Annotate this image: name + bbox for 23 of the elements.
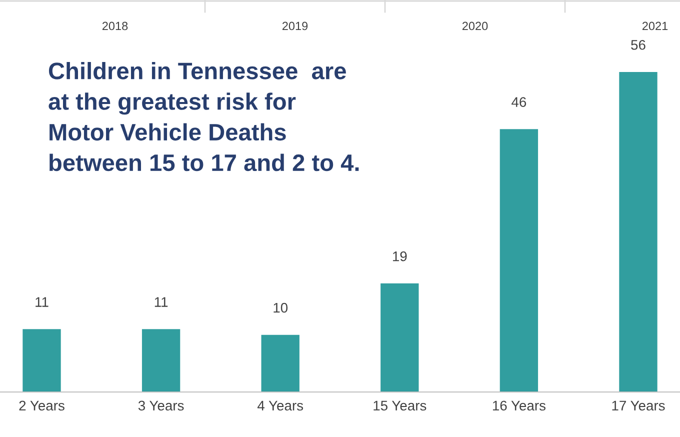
data-label: 11 (154, 297, 168, 307)
bar (500, 129, 538, 392)
data-label: 10 (274, 302, 288, 313)
data-label: 56 (631, 40, 646, 50)
x-tick-label: 2 Years (19, 400, 64, 411)
text: 2018 (102, 22, 128, 30)
x-tick-label: 4 Years (257, 400, 304, 411)
x-tick-label: 16 Years (492, 400, 546, 411)
data-label: 11 (36, 297, 48, 307)
bar (261, 334, 300, 392)
text: 2020 (462, 22, 488, 30)
x-tick-label: 17 Years (612, 400, 665, 411)
bar (380, 283, 419, 392)
text: Children in Tennessee are at the greatest risk for Motor Vehicle Deaths between 15 to 17 and 2 to 4. (48, 62, 359, 172)
text: 2019 (282, 22, 308, 30)
x-tick-label: 3 Years (138, 400, 184, 411)
bar (619, 72, 658, 392)
x-tick-label: 15 Years (374, 400, 426, 411)
data-label: 19 (392, 251, 407, 262)
text: 2021 (642, 22, 668, 30)
data-label: 46 (512, 97, 526, 107)
bar (142, 329, 180, 392)
bar (22, 329, 61, 392)
